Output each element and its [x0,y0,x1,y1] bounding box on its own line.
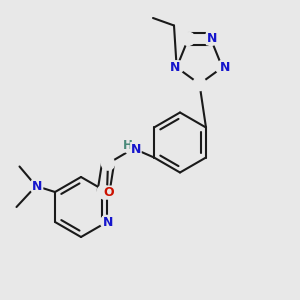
Text: N: N [206,32,217,45]
Text: N: N [220,61,230,74]
Text: N: N [131,142,141,156]
Circle shape [170,61,183,74]
Circle shape [216,61,229,74]
Circle shape [101,157,115,170]
Circle shape [97,185,110,199]
Circle shape [100,215,114,229]
Text: N: N [170,61,180,74]
Text: N: N [32,179,43,193]
Text: O: O [103,186,114,199]
Circle shape [204,32,218,45]
Text: N: N [103,216,113,230]
Circle shape [193,77,206,91]
Circle shape [182,32,195,45]
Circle shape [29,179,43,193]
Circle shape [126,141,141,156]
Text: H: H [123,139,132,152]
